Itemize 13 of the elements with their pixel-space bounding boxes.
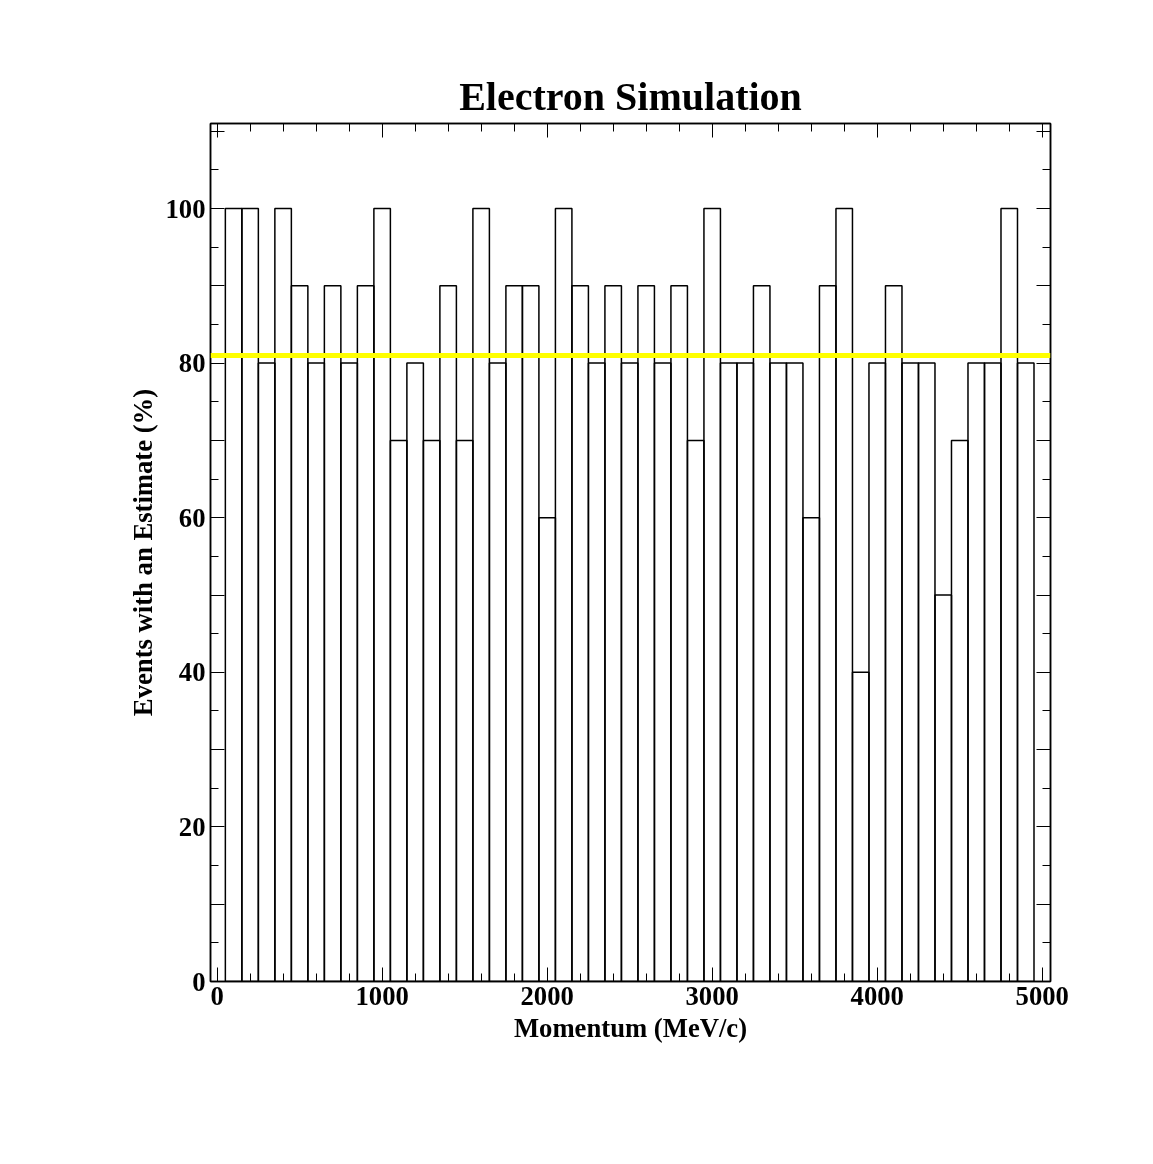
x-axis-title: Momentum (MeV/c) [513, 1012, 748, 1043]
x-tick-label: 4000 [850, 980, 904, 1011]
x-tick-label: 3000 [685, 980, 739, 1011]
y-tick-label: 20 [178, 811, 206, 842]
y-tick-label: 80 [178, 348, 206, 379]
chart-title: Electron Simulation [459, 73, 802, 119]
y-tick-label: 100 [165, 193, 206, 224]
y-tick-label: 40 [178, 657, 206, 688]
x-tick-label: 1000 [355, 980, 409, 1011]
y-axis-title: Events with an Estimate (%) [127, 388, 158, 717]
y-tick-label: 60 [178, 502, 206, 533]
x-tick-label: 5000 [1015, 980, 1069, 1011]
x-tick-label: 2000 [520, 980, 574, 1011]
